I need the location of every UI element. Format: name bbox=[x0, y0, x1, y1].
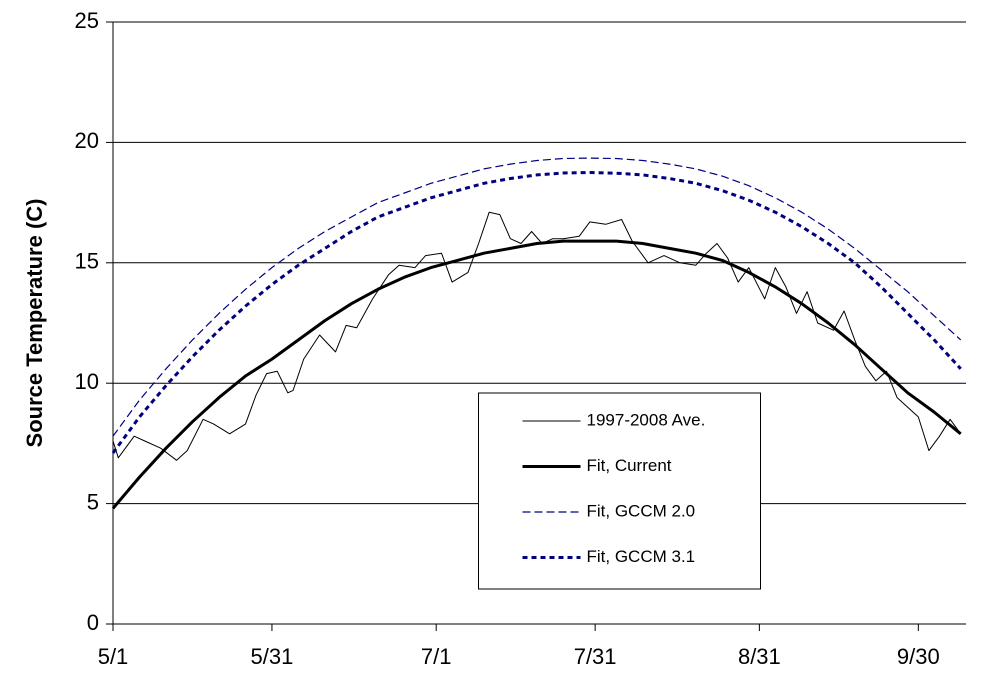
legend: 1997-2008 Ave. Fit, Current Fit, GCCM 2.0 F… bbox=[478, 392, 761, 590]
x-tick-label: 5/1 bbox=[98, 644, 129, 669]
data-line bbox=[112, 157, 962, 437]
y-tick-label: 25 bbox=[75, 8, 99, 33]
y-tick-label: 0 bbox=[87, 610, 99, 635]
x-tick-label: 7/1 bbox=[421, 644, 452, 669]
data-line bbox=[111, 239, 962, 510]
x-tick-label: 7/31 bbox=[574, 644, 617, 669]
x-tick-label: 5/31 bbox=[251, 644, 294, 669]
x-tick-label: 9/30 bbox=[897, 644, 940, 669]
y-axis-label: Source Temperature (C) bbox=[22, 199, 47, 448]
y-tick-label: 5 bbox=[87, 489, 99, 514]
legend-label: Fit, GCCM 2.0 bbox=[587, 501, 696, 520]
y-tick-label: 20 bbox=[75, 128, 99, 153]
data-line bbox=[111, 171, 962, 454]
y-tick-label: 15 bbox=[75, 249, 99, 274]
legend-label: Fit, Current bbox=[587, 456, 672, 475]
legend-label: 1997-2008 Ave. bbox=[587, 410, 706, 429]
legend-label: Fit, GCCM 3.1 bbox=[587, 547, 696, 566]
y-tick-label: 10 bbox=[75, 369, 99, 394]
x-tick-label: 8/31 bbox=[738, 644, 781, 669]
